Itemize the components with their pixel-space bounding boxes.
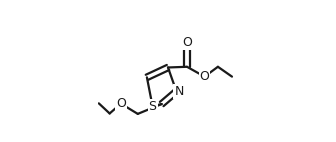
Text: O: O — [200, 70, 210, 83]
Text: O: O — [182, 36, 192, 49]
Text: N: N — [174, 85, 184, 98]
Text: O: O — [116, 97, 126, 110]
Text: S: S — [149, 100, 157, 113]
